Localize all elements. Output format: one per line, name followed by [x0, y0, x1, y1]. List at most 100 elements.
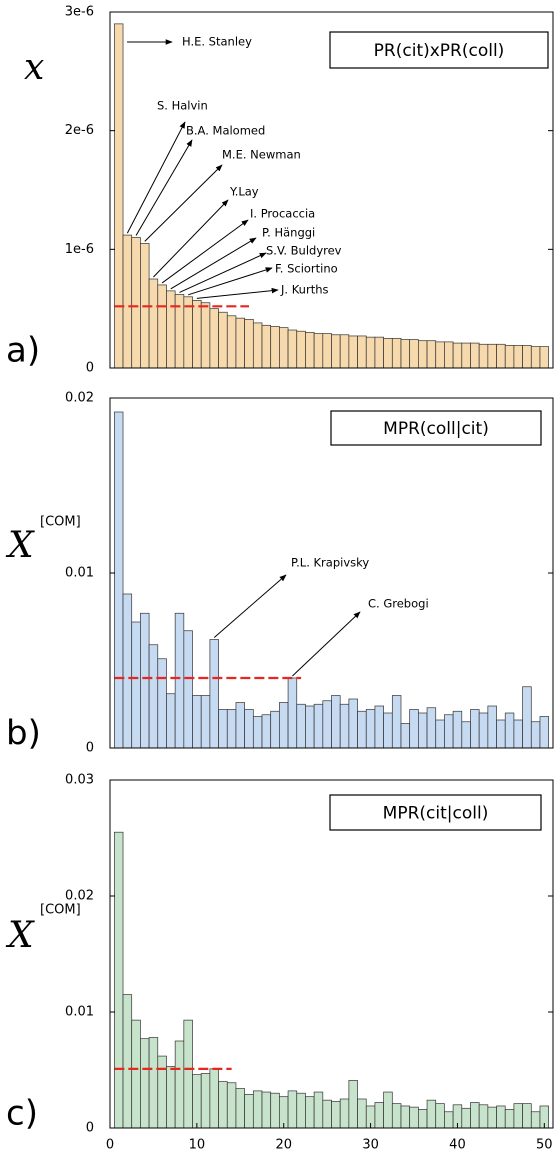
bar [383, 1091, 393, 1129]
bar [513, 345, 523, 369]
y-tick-label: 0.03 [65, 773, 94, 788]
annotation: F. Sciortino [275, 262, 338, 276]
bar [426, 707, 437, 749]
panel-label: b) [6, 714, 41, 754]
bar [409, 1106, 419, 1129]
bar [305, 705, 315, 749]
annotation-arrow [170, 237, 257, 290]
bar [339, 1098, 350, 1129]
annotation: J. Kurths [280, 283, 328, 297]
bar [226, 1082, 237, 1129]
x-tick-label: 0 [106, 1138, 114, 1153]
annotation-arrow [196, 287, 279, 299]
bar [122, 994, 133, 1129]
bar [400, 339, 411, 369]
bar [174, 1040, 185, 1129]
bar [496, 343, 506, 369]
y-axis-label: x [24, 47, 44, 88]
plot-frame [109, 779, 554, 1129]
y-tick-label: 1e-6 [65, 242, 94, 257]
y-tick-label: 0 [86, 1121, 94, 1136]
bar [226, 709, 237, 749]
bar [478, 712, 489, 749]
bar [192, 695, 202, 749]
annotation: P.L. Krapivsky [291, 556, 369, 570]
bar [461, 1107, 471, 1129]
bar [522, 345, 532, 369]
bar [200, 302, 211, 369]
bar [218, 311, 228, 369]
bar [426, 340, 437, 369]
bar [140, 612, 150, 749]
bar [478, 1104, 489, 1129]
bar [200, 695, 211, 749]
bar [313, 333, 324, 369]
bar [279, 327, 289, 369]
bar [418, 1109, 428, 1129]
bar [435, 341, 445, 369]
bar [157, 284, 167, 369]
annotation: M.E. Newman [222, 148, 301, 162]
bar [487, 705, 497, 749]
bar [513, 719, 523, 749]
bar [383, 337, 393, 369]
bar [183, 296, 193, 369]
annotation: C. Grebogi [368, 597, 429, 611]
bar [296, 703, 306, 749]
bar [322, 1099, 332, 1129]
bar [131, 621, 141, 749]
y-tick-label: 0.02 [65, 889, 94, 904]
bar [513, 1103, 523, 1129]
bar [331, 695, 341, 749]
bar [183, 1019, 193, 1129]
bar [365, 336, 376, 369]
bar [192, 1074, 202, 1129]
y-tick-label: 2e-6 [65, 123, 94, 138]
bar [313, 703, 324, 749]
bar [331, 334, 341, 369]
annotation-arrow [179, 252, 267, 293]
annotation: S.V. Buldyrev [266, 244, 342, 258]
bar [322, 700, 332, 749]
bar [322, 333, 332, 369]
bar [270, 1092, 280, 1129]
bar [400, 1105, 411, 1129]
bar [357, 710, 367, 749]
bar [261, 324, 272, 369]
bar [331, 1100, 341, 1129]
bar [348, 698, 358, 749]
bar [357, 335, 367, 369]
bar [244, 709, 254, 749]
bar [113, 831, 124, 1129]
bar [426, 1099, 437, 1129]
bar [218, 1081, 228, 1129]
bar [539, 346, 550, 369]
y-tick-label: 0 [86, 361, 94, 376]
y-axis-label: X [5, 915, 35, 956]
bar [148, 278, 159, 369]
plot-frame [109, 11, 554, 369]
bar [270, 710, 280, 749]
bar [374, 336, 384, 369]
bar [122, 593, 133, 749]
annotation: I. Procaccia [250, 207, 315, 221]
bar [339, 703, 350, 749]
bar [252, 716, 263, 749]
bar [504, 1109, 515, 1129]
bar [183, 630, 193, 749]
bar [452, 710, 463, 749]
bar [252, 322, 263, 369]
annotation: H.E. Stanley [182, 35, 252, 49]
bar [444, 714, 454, 749]
bar [348, 1080, 358, 1129]
bar [313, 1091, 324, 1129]
annotation-arrow [135, 139, 193, 236]
panel-label: a) [6, 331, 40, 371]
bar [470, 342, 480, 369]
bar [409, 709, 419, 749]
bar [305, 1096, 315, 1129]
bar [444, 341, 454, 369]
y-tick-label: 0.01 [65, 1005, 94, 1020]
bar [235, 1088, 245, 1129]
